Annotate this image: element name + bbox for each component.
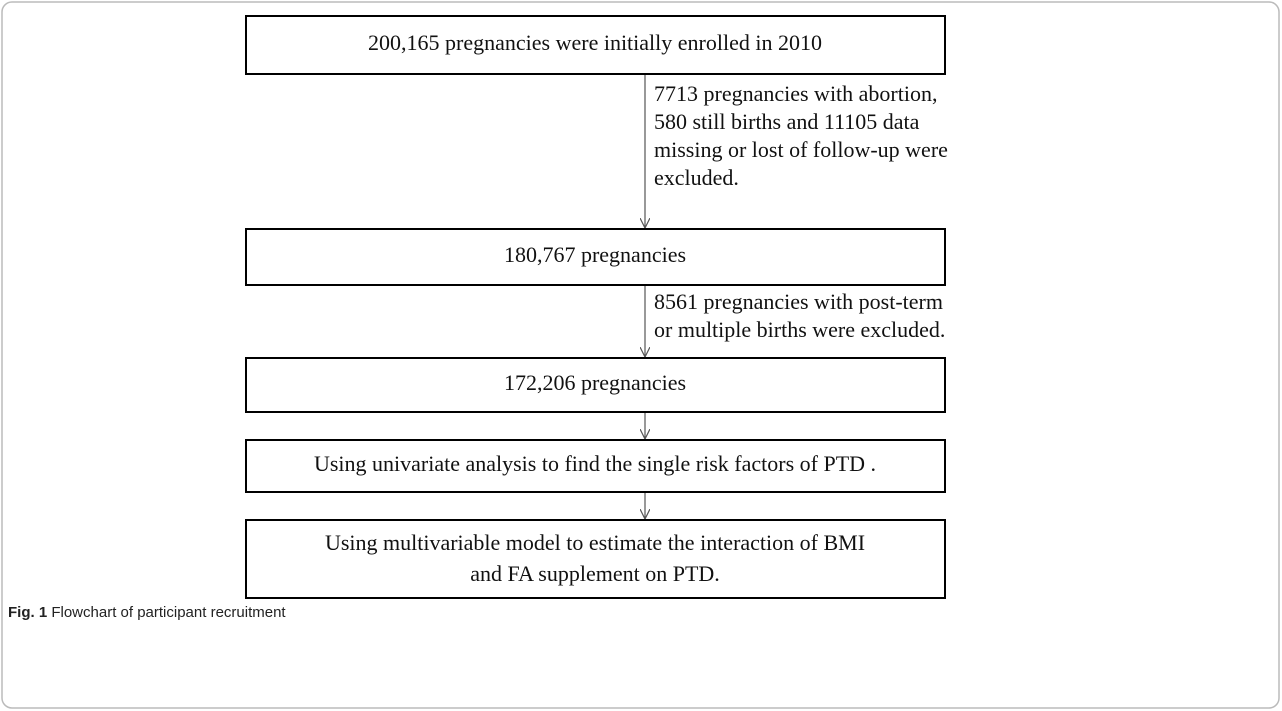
exclusion-text: missing or lost of follow-up were [654, 137, 948, 162]
node-text: Using multivariable model to estimate th… [325, 530, 865, 555]
exclusion-text: 8561 pregnancies with post-term [654, 289, 943, 314]
node-text: 200,165 pregnancies were initially enrol… [368, 30, 822, 55]
node-text: Using univariate analysis to find the si… [314, 451, 876, 476]
exclusion-text: 7713 pregnancies with abortion, [654, 81, 938, 106]
caption-text: Flowchart of participant recruitment [51, 604, 286, 621]
node-text: 172,206 pregnancies [504, 370, 686, 395]
exclusion-text: 580 still births and 11105 data [654, 109, 920, 134]
box [245, 439, 946, 493]
node-text: and FA supplement on PTD. [470, 561, 720, 586]
box [245, 519, 946, 599]
node-text: 180,767 pregnancies [504, 242, 686, 267]
exclusion-text: or multiple births were excluded. [654, 317, 945, 342]
caption-label: Fig. 1 [8, 604, 47, 621]
box [245, 15, 946, 75]
box [245, 228, 946, 286]
exclusion-text: excluded. [654, 165, 739, 190]
caption: Fig. 1 Flowchart of participant recruitm… [8, 604, 286, 621]
box [245, 357, 946, 413]
